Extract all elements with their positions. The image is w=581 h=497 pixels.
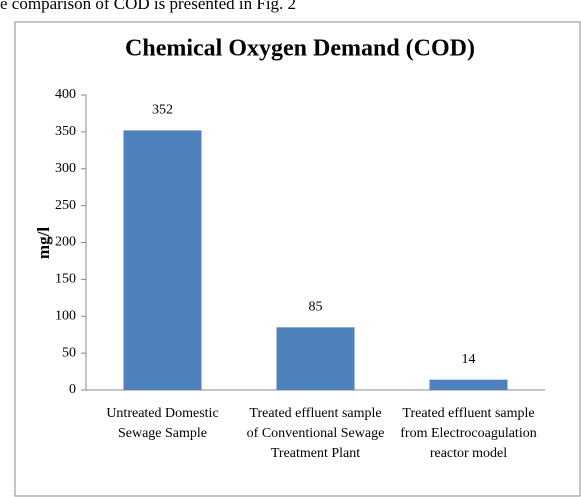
y-tick-label: 300 — [55, 161, 76, 176]
y-tick-label: 200 — [55, 235, 76, 250]
x-tick-label: Treated effluent sample from Electrocoag… — [400, 406, 537, 461]
x-tick-label: Untreated Domestic Sewage Sample — [106, 406, 219, 441]
data-label: 14 — [462, 352, 476, 367]
bar — [276, 327, 355, 390]
y-axis-label: mg/l — [34, 227, 53, 259]
chart-border — [14, 21, 581, 497]
x-tick-label: Treated effluent sample of Conventional … — [246, 406, 385, 461]
y-tick-label: 350 — [55, 124, 76, 139]
data-label: 85 — [309, 300, 323, 315]
y-tick-label: 50 — [62, 345, 76, 360]
y-tick-label: 250 — [55, 198, 76, 213]
caption: e comparison of COD is presented in Fig.… — [0, 0, 297, 13]
y-tick-label: 150 — [55, 272, 76, 287]
data-label: 352 — [152, 103, 173, 118]
bar — [123, 130, 202, 390]
y-tick-label: 100 — [55, 308, 76, 323]
chart-title: Chemical Oxygen Demand (COD) — [125, 36, 475, 62]
bar — [429, 379, 508, 390]
y-tick-label: 400 — [55, 87, 76, 102]
y-tick-label: 0 — [69, 382, 76, 397]
